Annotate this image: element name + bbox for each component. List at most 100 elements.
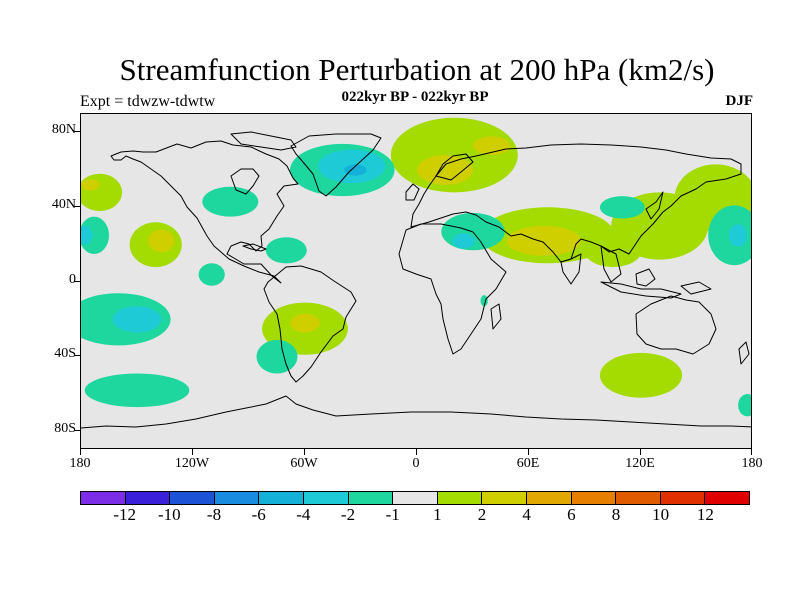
lon-tick (192, 449, 193, 455)
coast-new-zealand (738, 341, 750, 365)
lon-tick (640, 449, 641, 455)
coast-madagascar (490, 303, 502, 330)
colorbar-label: -6 (251, 505, 266, 524)
negative-anomaly-contour (599, 196, 645, 219)
colorbar-swatch (526, 492, 572, 504)
plot-title: Streamfunction Perturbation at 200 hPa (… (119, 52, 715, 87)
coast-eurasia (410, 143, 742, 263)
coast-australia (635, 295, 717, 355)
lon-label-0: 0 (412, 456, 420, 471)
colorbar-swatch (660, 492, 706, 504)
colorbar-swatch (437, 492, 483, 504)
lat-tick (74, 281, 80, 282)
lon-label-60e: 60E (516, 456, 540, 471)
negative-anomaly-contour (265, 237, 307, 264)
colorbar-swatch (616, 492, 661, 504)
lon-tick (751, 449, 752, 455)
lon-tick (416, 449, 417, 455)
season-label: DJF (725, 93, 754, 109)
colorbar-swatch (303, 492, 349, 504)
colorbar-label: 10 (652, 505, 670, 524)
negative-anomaly-contour (198, 263, 225, 286)
lon-tick (528, 449, 529, 455)
negative-anomaly-contour (81, 226, 93, 245)
coast-india (560, 253, 582, 285)
colorbar (80, 491, 750, 505)
lon-tick (80, 449, 81, 455)
colorbar-swatch (571, 492, 617, 504)
lat-tick (74, 131, 80, 132)
coast-indonesia (600, 281, 682, 299)
negative-anomaly-contour (84, 373, 190, 408)
colorbar-label: 4 (522, 505, 531, 524)
lat-tick (74, 206, 80, 207)
positive-anomaly-contour (506, 226, 582, 256)
colorbar-swatch (482, 492, 527, 504)
coast-greenland (290, 133, 382, 197)
colorbar-label: -8 (206, 505, 222, 524)
coast-indochina (600, 245, 622, 283)
lat-label-80n: 80N (51, 122, 76, 137)
colorbar-swatch (214, 492, 260, 504)
negative-anomaly-contour (112, 306, 162, 333)
colorbar-label: 8 (611, 505, 621, 524)
colorbar-label: 1 (433, 505, 442, 524)
positive-anomaly-contour (81, 173, 123, 212)
colorbar-label: -12 (113, 505, 136, 524)
coast-africa (398, 223, 507, 355)
negative-anomaly-contour (480, 295, 488, 307)
coast-british-isles (405, 183, 420, 201)
colorbar-swatch (705, 492, 749, 504)
coast-north-america (110, 140, 299, 284)
colorbar-swatch (81, 492, 126, 504)
lat-tick (74, 430, 80, 431)
coast-canada-islands (230, 131, 297, 151)
colorbar-label: 2 (477, 505, 487, 524)
lon-label-60w: 60W (290, 456, 318, 471)
coastlines (81, 131, 751, 429)
negative-anomaly-contour (344, 164, 367, 176)
positive-anomaly-contour (290, 313, 320, 333)
lat-tick (74, 355, 80, 356)
negative-anomaly-contour (738, 394, 751, 417)
lon-label-180w: 180 (69, 456, 91, 471)
coast-antarctica (81, 395, 751, 429)
lat-label-80s: 80S (54, 421, 76, 436)
coast-scandinavia (435, 153, 474, 181)
lat-label-40s: 40S (54, 346, 76, 361)
map-panel (80, 113, 752, 449)
colorbar-swatch (393, 492, 438, 504)
lon-label-120w: 120W (174, 456, 210, 471)
coast-borneo (635, 268, 656, 287)
positive-anomaly-contour (148, 229, 175, 253)
lon-label-180e: 180 (741, 456, 763, 471)
negative-anomaly-contour (728, 224, 748, 247)
coast-cuba (242, 243, 267, 252)
negative-anomaly-contour (202, 186, 259, 217)
colorbar-label: -4 (296, 505, 311, 524)
colorbar-swatch (259, 492, 304, 504)
positive-anomaly-contour (81, 179, 100, 191)
map-svg (81, 117, 751, 429)
colorbar-swatch (125, 492, 171, 504)
coast-japan (645, 191, 664, 220)
colorbar-label: 6 (567, 505, 576, 524)
positive-anomaly-contour (417, 155, 473, 185)
colorbar-swatch (170, 492, 215, 504)
lon-tick (304, 449, 305, 455)
positive-anomaly-contour (599, 352, 683, 398)
coast-hudson-bay (230, 168, 260, 195)
lat-label-0: 0 (69, 272, 76, 287)
colorbar-label: 12 (696, 505, 714, 524)
negative-anomaly-contour (452, 233, 475, 249)
lon-label-120e: 120E (625, 456, 655, 471)
negative-anomaly-contour (81, 216, 109, 254)
coast-new-guinea (680, 281, 712, 295)
coast-south-america (263, 265, 357, 383)
colorbar-label: -2 (340, 505, 356, 524)
lat-label-40n: 40N (51, 197, 76, 212)
negative-anomaly-contour (256, 339, 298, 374)
colorbar-label: -10 (157, 505, 181, 524)
colorbar-swatch (348, 492, 394, 504)
contour-layer (81, 117, 751, 417)
